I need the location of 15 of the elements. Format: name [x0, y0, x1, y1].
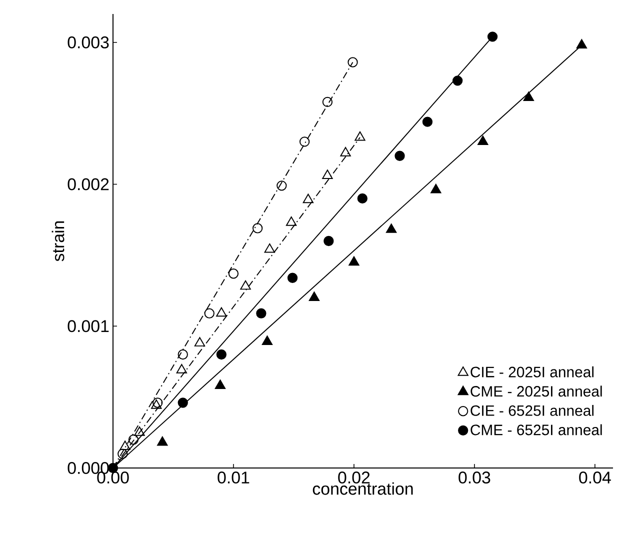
y-tick-label: 0.001	[68, 320, 109, 332]
x-tick-label: 0.03	[458, 472, 490, 484]
y-tick-label: 0.002	[68, 178, 109, 190]
x-tick-label: 0.00	[97, 472, 129, 484]
y-axis-title: strain	[52, 221, 64, 262]
x-tick-label: 0.01	[218, 472, 250, 484]
legend-label: CIE - 2025I anneal	[470, 366, 594, 378]
legend-label: CIE - 6525I anneal	[470, 404, 594, 416]
x-axis-title: concentration	[312, 482, 413, 495]
y-tick-label: 0.003	[68, 36, 109, 48]
y-tick-label: 0.000	[68, 462, 109, 474]
x-tick-label: 0.02	[338, 472, 370, 484]
legend-label: CME - 2025I anneal	[470, 386, 602, 397]
legend-label: CME - 6525I anneal	[470, 424, 602, 436]
x-tick-label: 0.04	[579, 472, 611, 484]
